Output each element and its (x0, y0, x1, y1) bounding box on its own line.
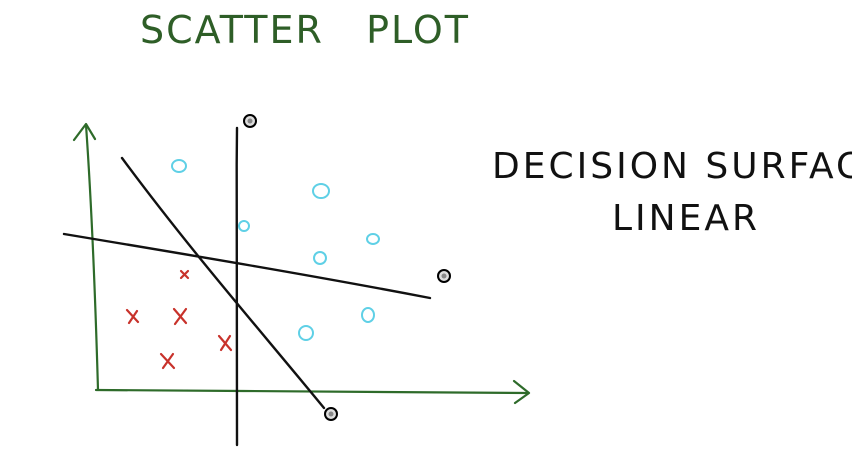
line-handle-vertical[interactable] (243, 114, 257, 128)
horizontal-decision-line (62, 232, 432, 300)
x-point (172, 307, 188, 326)
axes (72, 122, 531, 405)
o-point (313, 251, 327, 265)
x-point (217, 334, 233, 352)
decision-lines (62, 126, 432, 447)
annotation-linear: LINEAR (612, 198, 760, 239)
vertical-decision-line (235, 126, 239, 447)
o-point (361, 307, 375, 323)
o-point (171, 159, 187, 173)
o-point (312, 183, 330, 199)
y-axis (84, 123, 100, 392)
y-axis-arrow (72, 122, 97, 142)
page-title: SCATTER PLOT (140, 8, 470, 52)
x-point (159, 352, 176, 370)
annotation-decision-surface: DECISION SURFACE (492, 146, 852, 187)
x-axis (94, 388, 530, 395)
class-o-points (171, 159, 380, 341)
o-point (238, 220, 250, 232)
line-handle-diagonal[interactable] (324, 407, 338, 421)
diagonal-decision-line (120, 156, 326, 410)
o-point (298, 325, 314, 341)
x-point (179, 269, 190, 280)
o-point (366, 233, 380, 245)
line-handle-horizontal[interactable] (437, 269, 451, 283)
x-point (125, 308, 140, 325)
class-x-points (125, 269, 233, 370)
x-axis-arrow (512, 379, 531, 405)
